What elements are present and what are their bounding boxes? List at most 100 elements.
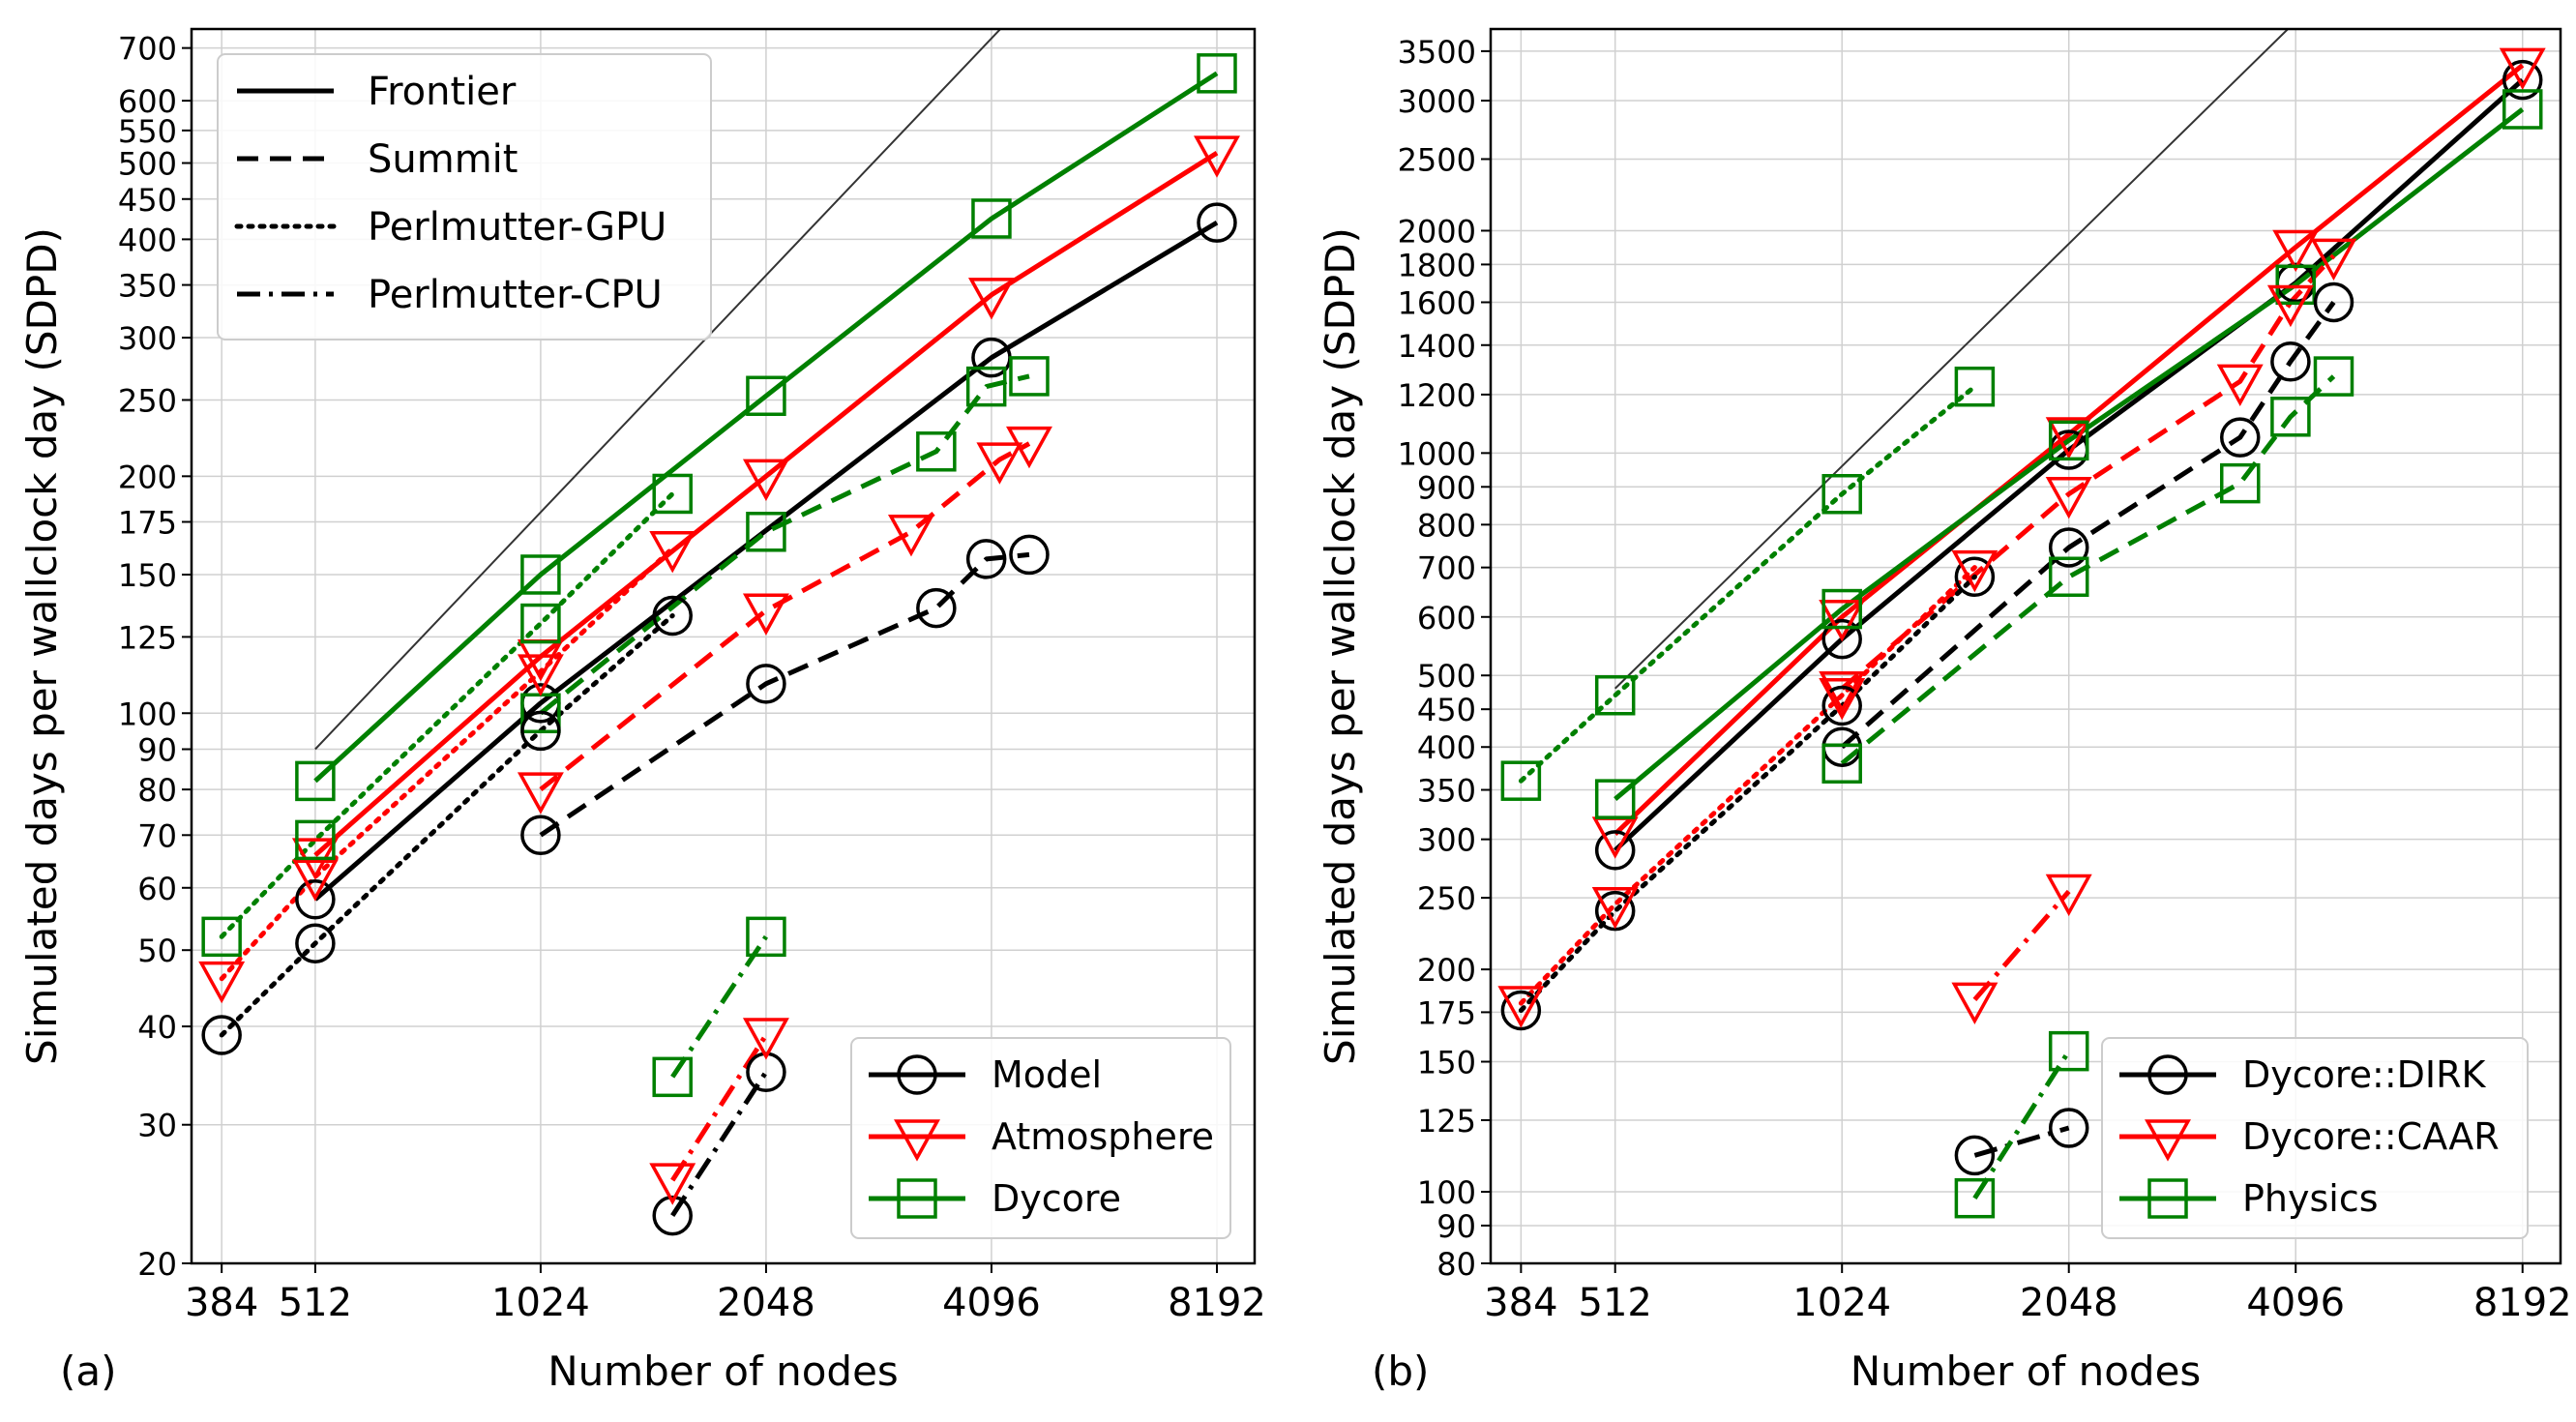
series-line-atmosphere-frontier (313, 150, 1219, 857)
legend-marker (894, 1119, 940, 1162)
series-line-physics-summit (1840, 374, 2336, 766)
legend-label: Perlmutter-CPU (368, 273, 663, 317)
y-tick-label: 300 (118, 320, 177, 357)
data-point-physics-perlmutter-gpu (1821, 473, 1862, 515)
y-tick-label: 150 (118, 557, 177, 594)
y-tick-label: 250 (118, 382, 177, 419)
y-tick-label: 175 (118, 505, 177, 542)
y-tick-label: 3000 (1398, 83, 1476, 120)
data-point-dycore-caar-summit (2045, 476, 2092, 519)
series-line-dycore-frontier (313, 71, 1219, 784)
data-point-dycore-dirk-frontier (1594, 830, 1636, 871)
data-point-atmosphere-perlmutter-gpu (291, 859, 339, 902)
y-tick-label: 550 (118, 113, 177, 150)
series-line-dycore-dirk-perlmutter-gpu (1518, 574, 1977, 1013)
data-point-dycore-caar-summit (2310, 238, 2357, 281)
data-point-dycore-dirk-frontier (2502, 59, 2543, 101)
data-point-atmosphere-perlmutter-cpu (742, 1018, 789, 1060)
x-tick-label: 384 (185, 1281, 258, 1325)
series-line-dycore-caar-perlmutter-gpu (1518, 565, 1977, 1006)
data-point-dycore-dirk-perlmutter-cpu (2048, 1108, 2089, 1148)
data-point-dycore-dirk-perlmutter-cpu (1954, 1135, 1996, 1176)
y-tick-label: 200 (1417, 952, 1476, 989)
y-tick-label: 600 (118, 83, 177, 120)
x-tick-label: 4096 (942, 1281, 1041, 1325)
y-tick-label: 700 (118, 31, 177, 68)
series-line-model-frontier (313, 220, 1219, 902)
markers-group (1497, 47, 2546, 1219)
legend-label: Frontier (368, 70, 517, 114)
data-point-atmosphere-perlmutter-gpu (517, 654, 564, 696)
data-point-atmosphere-summit (1006, 426, 1052, 469)
series-line-dycore-dirk-perlmutter-cpu (1973, 1125, 2070, 1158)
ideal-scaling-line (1614, 29, 2290, 690)
data-point-dycore-dirk-summit (2048, 527, 2089, 568)
data-point-dycore-perlmutter-gpu (201, 916, 242, 958)
data-point-physics-summit (1821, 743, 1862, 784)
legend-label: Dycore (992, 1177, 1121, 1220)
series-line-dycore-dirk-summit (1840, 301, 2336, 750)
panel-label: (a) (60, 1348, 117, 1395)
legend-marker (897, 1054, 937, 1095)
y-tick-label: 3500 (1398, 34, 1476, 71)
data-point-dycore-caar-perlmutter-gpu (1819, 678, 1866, 721)
legend-frame (217, 53, 712, 341)
y-tick-label: 900 (1417, 469, 1476, 506)
y-tick-label: 100 (118, 696, 177, 732)
y-tick-label: 250 (1417, 880, 1476, 917)
series-line-atmosphere-perlmutter-gpu (219, 546, 675, 982)
data-point-model-perlmutter-gpu (520, 710, 561, 752)
x-tick-label: 512 (1579, 1281, 1652, 1325)
legend-label: Dycore::CAAR (2242, 1115, 2500, 1158)
data-point-atmosphere-summit (888, 515, 934, 557)
y-tick-label: 90 (1436, 1208, 1476, 1245)
y-tick-label: 30 (137, 1108, 177, 1144)
data-point-atmosphere-frontier (967, 278, 1015, 320)
data-point-physics-perlmutter-gpu (1954, 366, 1996, 407)
data-point-atmosphere-perlmutter-gpu (198, 961, 246, 1004)
x-tick-label: 1024 (1792, 1281, 1891, 1325)
data-point-dycore-caar-summit (2216, 364, 2264, 406)
data-point-dycore-frontier (520, 554, 561, 595)
data-point-dycore-summit (746, 512, 786, 552)
y-tick-label: 450 (118, 182, 177, 219)
data-point-dycore-caar-frontier (2045, 417, 2092, 459)
y-tick-label: 350 (1417, 773, 1476, 810)
series-line-model-perlmutter-cpu (670, 1070, 768, 1217)
legend-label: Atmosphere (992, 1115, 1214, 1158)
y-tick-label: 90 (137, 732, 177, 769)
data-point-dycore-caar-summit (2266, 284, 2314, 328)
panel-label: (b) (1372, 1348, 1429, 1395)
legend-frame (850, 1037, 1231, 1239)
legend-marker (897, 1178, 937, 1219)
data-point-model-summit (916, 587, 957, 629)
y-tick-label: 350 (118, 268, 177, 305)
x-tick-label: 512 (279, 1281, 352, 1325)
series-group (219, 71, 1219, 1217)
x-axis-label: Number of nodes (548, 1348, 899, 1395)
y-tick-label: 1000 (1398, 435, 1476, 472)
series-line-dycore-perlmutter-gpu (219, 491, 675, 939)
markers-group (198, 53, 1240, 1236)
x-tick-label: 1024 (491, 1281, 590, 1325)
x-tick-label: 8192 (2473, 1281, 2572, 1325)
x-axis-label: Number of nodes (1851, 1348, 2202, 1395)
data-point-model-summit (1009, 534, 1050, 576)
data-point-dycore-caar-perlmutter-gpu (1497, 986, 1545, 1028)
x-tick-label: 384 (1484, 1281, 1557, 1325)
legend-label: Physics (2242, 1177, 2379, 1220)
data-point-atmosphere-summit (976, 442, 1023, 485)
series-line-dycore-dirk-frontier (1613, 77, 2525, 852)
series-line-dycore-perlmutter-cpu (670, 934, 768, 1079)
axes-frame (190, 27, 1257, 1265)
y-tick-label: 2000 (1398, 213, 1476, 250)
y-tick-label: 80 (1436, 1246, 1476, 1283)
y-tick-label: 500 (1417, 658, 1476, 695)
series-line-physics-perlmutter-cpu (1972, 1050, 2071, 1200)
y-tick-label: 1400 (1398, 328, 1476, 365)
y-tick-label: 150 (1417, 1045, 1476, 1081)
y-tick-label: 50 (137, 933, 177, 969)
series-line-atmosphere-summit (539, 441, 1031, 792)
